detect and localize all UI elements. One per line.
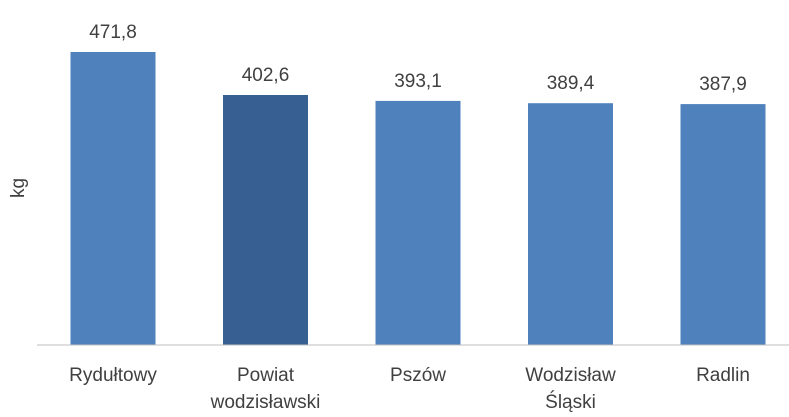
bar-0 xyxy=(70,52,156,345)
y-axis-title: kg xyxy=(8,178,29,198)
category-label-3-line-1: Śląski xyxy=(545,391,596,412)
data-label-4: 387,9 xyxy=(699,74,747,95)
category-label-2: Pszów xyxy=(390,365,446,386)
category-label-1-line-1: wodzisławski xyxy=(210,392,321,412)
category-label-1-line-0: Powiat xyxy=(237,365,295,386)
category-labels-group: Rydułtowy Powiat wodzisławski Pszów Wodzisła… xyxy=(69,365,750,413)
category-label-4: Radlin xyxy=(696,365,750,386)
bar-4 xyxy=(680,104,766,345)
category-label-3-line-0: Wodzisław xyxy=(525,365,616,386)
bars-group xyxy=(70,52,766,346)
data-label-0: 471,8 xyxy=(89,22,137,43)
category-label-0: Rydułtowy xyxy=(69,365,157,386)
data-label-1: 402,6 xyxy=(242,65,290,86)
data-label-3: 389,4 xyxy=(547,73,595,94)
data-labels-group: 471,8 402,6 393,1 389,4 387,9 xyxy=(89,22,747,95)
bar-2 xyxy=(375,100,461,346)
data-label-2: 393,1 xyxy=(394,71,442,92)
bar-1 xyxy=(223,95,308,345)
bar-3 xyxy=(528,103,613,345)
